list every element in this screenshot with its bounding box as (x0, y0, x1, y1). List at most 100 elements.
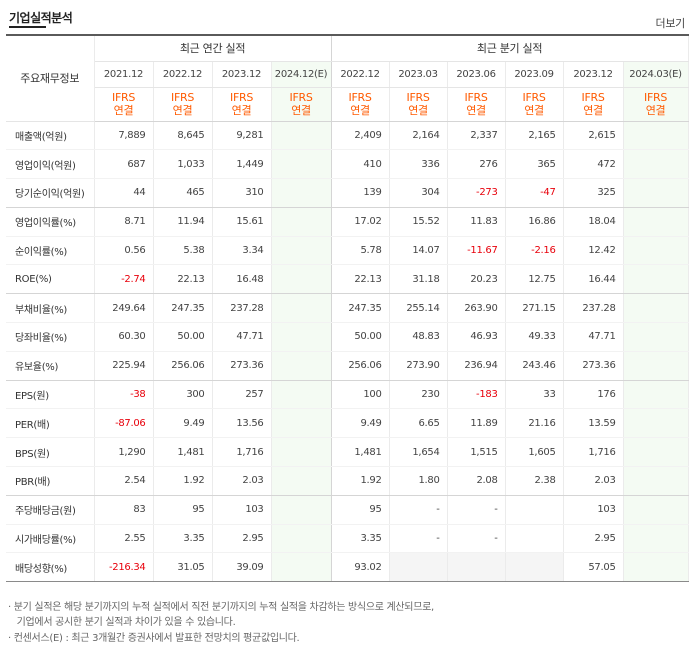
table-cell: 410 (331, 149, 390, 180)
period-header: 2023.03 (389, 61, 448, 88)
row-label: 주당배당금(원) (6, 495, 95, 525)
basis-label: IFRS 연결 (153, 87, 213, 122)
table-cell: 2.54 (94, 466, 154, 496)
period-header: 2022.12 (153, 61, 213, 88)
table-cell: 1,515 (447, 437, 506, 468)
table-cell (271, 322, 332, 352)
row-label: EPS(원) (6, 380, 95, 410)
row-label: 영업이익률(%) (6, 207, 95, 237)
table-cell: 2,337 (447, 121, 506, 151)
table-cell (271, 552, 332, 583)
group-quarter: 최근 분기 실적 (331, 34, 689, 62)
table-cell: 9.49 (153, 408, 213, 439)
table-cell: -183 (447, 380, 506, 410)
table-cell: 18.04 (563, 207, 624, 237)
basis-label: IFRS 연결 (623, 87, 689, 122)
table-cell: 273.36 (563, 351, 624, 381)
table-cell: 12.75 (505, 264, 564, 295)
basis-label: IFRS 연결 (389, 87, 448, 122)
basis-label: IFRS 연결 (331, 87, 390, 122)
table-cell (505, 495, 564, 525)
more-link[interactable]: 더보기 (655, 17, 686, 30)
table-cell: -2.74 (94, 264, 154, 295)
table-cell: 2,165 (505, 121, 564, 151)
table-cell (623, 207, 689, 237)
table-cell: 22.13 (153, 264, 213, 295)
table-cell (623, 322, 689, 352)
table-cell: 1,481 (153, 437, 213, 468)
table-cell: 176 (563, 380, 624, 410)
table-cell (271, 408, 332, 439)
table-cell (271, 264, 332, 295)
table-cell: 2,164 (389, 121, 448, 151)
table-cell: 1,605 (505, 437, 564, 468)
table-cell: 47.71 (563, 322, 624, 352)
table-cell (271, 495, 332, 525)
group-annual: 최근 연간 실적 (94, 34, 332, 62)
table-cell (505, 524, 564, 554)
table-cell: 236.94 (447, 351, 506, 381)
table-cell: 14.07 (389, 236, 448, 266)
table-cell: 6.65 (389, 408, 448, 439)
basis-label: IFRS 연결 (505, 87, 564, 122)
table-cell: 3.34 (212, 236, 272, 266)
table-cell: 39.09 (212, 552, 272, 583)
table-cell (271, 121, 332, 151)
table-cell: 687 (94, 149, 154, 180)
table-row: 주당배당금(원) 83 95 103 95- -103 (6, 495, 689, 525)
table-cell: 57.05 (563, 552, 624, 583)
table-cell: 273.90 (389, 351, 448, 381)
table-cell: 17.02 (331, 207, 390, 237)
table-row: 매출액(억원) 7,889 8,645 9,281 2,409 2,164 2,337 2,1… (6, 121, 689, 151)
table-cell: 1,449 (212, 149, 272, 180)
table-cell: 60.30 (94, 322, 154, 352)
table-cell: 243.46 (505, 351, 564, 381)
table-cell: 325 (563, 178, 624, 208)
table-cell: 365 (505, 149, 564, 180)
table-cell (271, 178, 332, 208)
table-cell: 44 (94, 178, 154, 208)
table-cell (623, 121, 689, 151)
table-cell: 1,481 (331, 437, 390, 468)
table-cell: 8.71 (94, 207, 154, 237)
table-cell: 103 (563, 495, 624, 525)
table-cell: 46.93 (447, 322, 506, 352)
row-label: 순이익률(%) (6, 236, 95, 266)
table-cell: 33 (505, 380, 564, 410)
footnote-1: · 분기 실적은 해당 분기까지의 누적 실적에서 직전 분기까지의 누적 실적… (8, 602, 434, 613)
table-cell: 95 (153, 495, 213, 525)
table-cell: 50.00 (331, 322, 390, 352)
table-cell (623, 437, 689, 468)
table-cell (623, 466, 689, 496)
table-cell: 1,033 (153, 149, 213, 180)
table-cell: 3.35 (331, 524, 390, 554)
table-cell: 256.06 (153, 351, 213, 381)
table-cell: 15.52 (389, 207, 448, 237)
table-row: 시가배당률(%) 2.55 3.35 2.95 3.35- -2.95 (6, 524, 689, 554)
table-cell: 5.78 (331, 236, 390, 266)
table-cell: -38 (94, 380, 154, 410)
period-header: 2023.12 (212, 61, 272, 88)
table-cell: 93.02 (331, 552, 390, 583)
table-cell: - (389, 524, 448, 554)
basis-label: IFRS 연결 (447, 87, 506, 122)
table-cell: 310 (212, 178, 272, 208)
table-cell: 16.86 (505, 207, 564, 237)
table-cell: 83 (94, 495, 154, 525)
table-cell: 31.05 (153, 552, 213, 583)
table-cell: -216.34 (94, 552, 154, 583)
table-cell (623, 149, 689, 180)
period-header: 2022.12 (331, 61, 390, 88)
table-cell: 1,654 (389, 437, 448, 468)
table-cell: 247.35 (331, 293, 390, 324)
table-cell: 2.38 (505, 466, 564, 496)
table-cell: 1,716 (212, 437, 272, 468)
table-cell: 5.38 (153, 236, 213, 266)
table-row: 배당성향(%) -216.34 31.05 39.09 93.02 57.05 (6, 552, 689, 583)
table-cell: -11.67 (447, 236, 506, 266)
table-cell (271, 293, 332, 324)
table-cell: 50.00 (153, 322, 213, 352)
table-cell (623, 552, 689, 583)
table-row: PBR(배) 2.54 1.92 2.03 1.92 1.80 2.08 2.38 2.03 (6, 466, 689, 496)
table-cell: 256.06 (331, 351, 390, 381)
